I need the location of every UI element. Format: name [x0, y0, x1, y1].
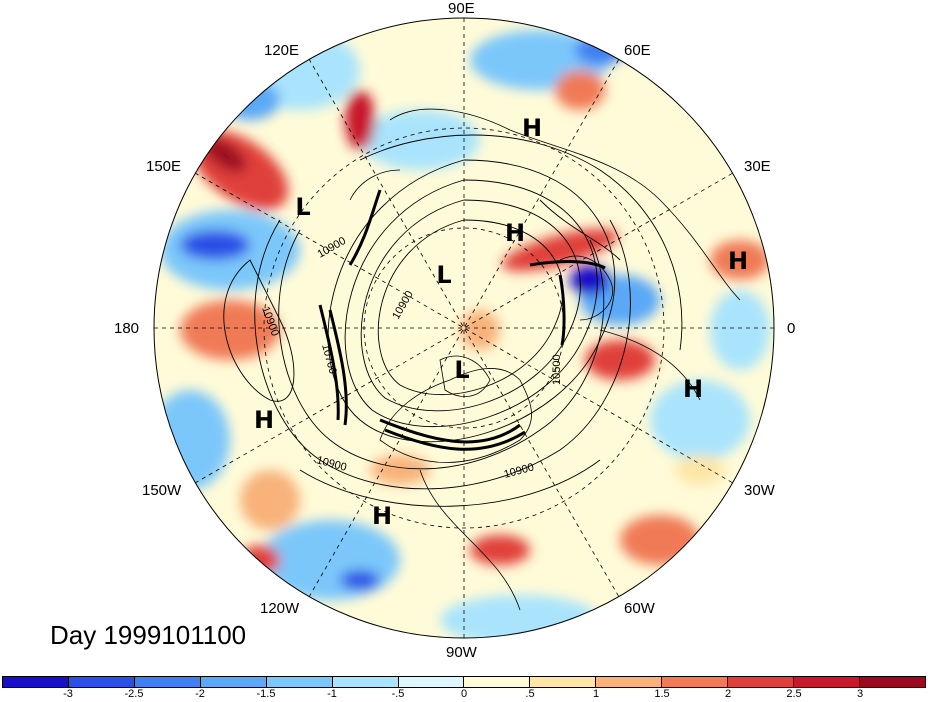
colorbar-tick-label: -.5 — [391, 688, 405, 700]
colorbar-tick-label: .5 — [525, 688, 535, 700]
colorbar-cell — [200, 677, 267, 687]
coastlines — [349, 108, 741, 611]
colorbar-tick-label: 0 — [460, 688, 468, 700]
colorbar — [2, 676, 926, 688]
high-center: H — [728, 247, 748, 275]
lon-label-30e: 30E — [744, 158, 771, 175]
map-boundary — [153, 17, 775, 639]
lon-label-60e: 60E — [624, 42, 651, 59]
high-center: H — [372, 502, 392, 530]
lon-label-180: 180 — [114, 320, 140, 337]
lon-label-150w: 150W — [142, 482, 182, 499]
colorbar-cell — [134, 677, 201, 687]
low-center: L — [295, 193, 310, 221]
colorbar-cell — [530, 677, 597, 687]
lon-label-30w: 30W — [744, 482, 775, 499]
colorbar-cell — [464, 677, 531, 687]
colorbar-cell — [68, 677, 135, 687]
lon-label-60w: 60W — [624, 600, 655, 617]
colorbar-tick-label: -2 — [195, 688, 205, 700]
contour-label: 10500 — [551, 354, 563, 385]
colorbar-cell — [3, 677, 69, 687]
colorbar-cell — [728, 677, 795, 687]
lon-label-120e: 120E — [264, 42, 300, 59]
colorbar-tick-label: 2 — [724, 688, 732, 700]
graticule — [154, 18, 774, 638]
lon-label-0: 0 — [787, 320, 796, 337]
colorbar-tick-label: -3 — [63, 688, 73, 700]
lon-label-150e: 150E — [146, 158, 182, 175]
colorbar-tick-label: -1 — [327, 688, 337, 700]
lon-label-90w: 90W — [446, 644, 477, 661]
pressure-centers: H L H L H H H H L — [254, 114, 748, 530]
colorbar-tick-label: -2.5 — [124, 688, 144, 700]
colorbar-tick-label: 1.5 — [654, 688, 670, 700]
anomaly-field — [154, 18, 774, 638]
colorbar-cell — [266, 677, 333, 687]
lon-label-90e: 90E — [448, 0, 475, 17]
colorbar-cell — [794, 677, 860, 687]
colorbar-tick-label: 3 — [856, 688, 864, 700]
colorbar-tick-label: 2.5 — [786, 688, 802, 700]
height-contours — [223, 134, 683, 507]
high-center: H — [254, 406, 274, 434]
lon-label-120w: 120W — [260, 600, 300, 617]
high-center: H — [522, 114, 542, 142]
colorbar-tick-label: -1.5 — [256, 688, 276, 700]
high-center: H — [683, 375, 703, 403]
low-center: L — [436, 261, 451, 289]
colorbar-cell — [398, 677, 465, 687]
colorbar-cell — [332, 677, 399, 687]
colorbar-cell — [662, 677, 729, 687]
colorbar-cell — [859, 677, 925, 687]
high-center: H — [505, 219, 525, 247]
colorbar-tick-label: 1 — [592, 688, 600, 700]
colorbar-cell — [596, 677, 663, 687]
date-label: Day 1999101100 — [50, 620, 247, 650]
low-center: L — [454, 356, 469, 384]
jet-streaks — [318, 189, 606, 451]
